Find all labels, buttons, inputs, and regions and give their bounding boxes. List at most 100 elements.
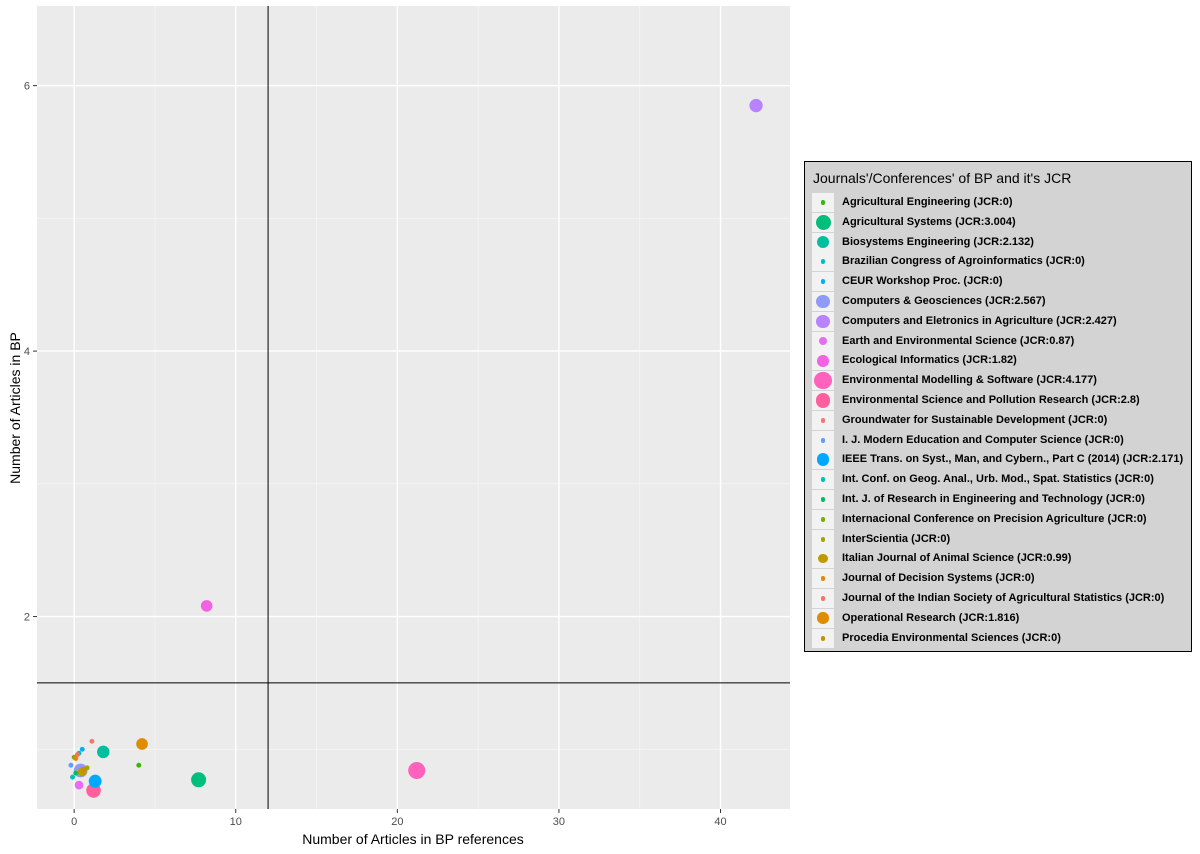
legend: Journals'/Conferences' of BP and it's JC…: [804, 161, 1192, 652]
legend-item: Journal of Decision Systems (JCR:0): [812, 569, 1172, 589]
legend-item: Int. J. of Research in Engineering and T…: [812, 490, 1172, 509]
legend-item: Internacional Conference on Precision Ag…: [812, 509, 1172, 529]
legend-key: [812, 628, 834, 648]
legend-item: Computers and Eletronics in Agriculture …: [812, 311, 1172, 331]
legend-item: Brazilian Congress of Agroinformatics (J…: [812, 252, 1172, 272]
grid-major: [37, 6, 790, 809]
legend-label: Computers & Geosciences (JCR:2.567): [842, 295, 1046, 307]
legend-label: Internacional Conference on Precision Ag…: [842, 512, 1147, 525]
legend-marker: [818, 336, 828, 346]
legend-label: Brazilian Congress of Agroinformatics (J…: [842, 255, 1085, 268]
legend-item: IEEE Trans. on Syst., Man, and Cybern., …: [812, 450, 1183, 470]
legend-marker: [815, 214, 831, 230]
legend-key: [812, 311, 834, 331]
x-tick-label: 30: [553, 816, 565, 828]
legend-label: InterScientia (JCR:0): [842, 532, 951, 545]
legend-key: [812, 272, 834, 292]
data-point: [136, 738, 148, 750]
legend-key: [812, 549, 834, 569]
legend-item: Procedia Environmental Sciences (JCR:0): [812, 628, 1172, 648]
data-point: [749, 98, 763, 113]
x-tick-label: 0: [71, 816, 77, 828]
legend-key: [812, 371, 834, 391]
data-point: [97, 745, 110, 759]
y-tick-label: 4: [24, 346, 30, 358]
legend-item: Journal of the Indian Society of Agricul…: [812, 589, 1172, 608]
legend-item: Earth and Environmental Science (JCR:0.8…: [812, 331, 1172, 351]
legend-item: Int. Conf. on Geog. Anal., Urb. Mod., Sp…: [812, 470, 1172, 490]
legend-marker: [816, 453, 830, 467]
data-point: [73, 770, 79, 776]
legend-label: I. J. Modern Education and Computer Scie…: [842, 433, 1124, 446]
legend-label: Procedia Environmental Sciences (JCR:0): [842, 631, 1061, 644]
legend-key: [812, 391, 834, 410]
legend-label: IEEE Trans. on Syst., Man, and Cybern., …: [842, 453, 1184, 466]
reference-lines: [37, 6, 790, 809]
legend-key: [812, 212, 834, 232]
legend-item: InterScientia (JCR:0): [812, 529, 1172, 549]
legend-item: Environmental Science and Pollution Rese…: [812, 391, 1172, 410]
legend-label: Journal of the Indian Society of Agricul…: [842, 592, 1165, 604]
legend-marker: [820, 516, 826, 522]
legend-label: CEUR Workshop Proc. (JCR:0): [842, 275, 1003, 288]
legend-marker: [820, 497, 826, 502]
data-point: [191, 772, 207, 788]
legend-label: Operational Research (JCR:1.816): [842, 611, 1020, 624]
legend-label: Biosystems Engineering (JCR:2.132): [842, 235, 1034, 248]
x-axis-label: Number of Articles in BP references: [302, 831, 524, 847]
legend-key: [812, 470, 834, 490]
legend-key: [812, 232, 834, 252]
legend-marker: [815, 393, 831, 408]
legend-key: [812, 589, 834, 608]
x-tick-label: 20: [391, 816, 403, 828]
legend-label: Computers and Eletronics in Agriculture …: [842, 314, 1117, 327]
legend-key: [812, 292, 834, 311]
legend-item: I. J. Modern Education and Computer Scie…: [812, 430, 1172, 450]
y-axis-ticks: 2 4 6: [24, 81, 37, 624]
legend-key: [812, 410, 834, 430]
legend-key: [812, 252, 834, 272]
legend-label: Earth and Environmental Science (JCR:0.8…: [842, 334, 1075, 347]
legend-label: Journal of Decision Systems (JCR:0): [842, 572, 1035, 585]
y-axis-label: Number of Articles in BP: [7, 332, 23, 484]
data-point: [70, 774, 76, 780]
grid-minor: [37, 6, 790, 809]
legend-marker: [820, 596, 826, 601]
data-point: [408, 761, 426, 780]
legend-item: Agricultural Engineering (JCR:0): [812, 193, 1172, 212]
legend-marker: [817, 612, 829, 625]
legend-marker: [818, 554, 828, 564]
legend-label: Environmental Modelling & Software (JCR:…: [842, 374, 1097, 387]
x-tick-label: 10: [230, 816, 242, 828]
legend-key: [812, 509, 834, 529]
legend-key: [812, 331, 834, 351]
legend-marker: [820, 259, 826, 265]
legend-marker: [816, 314, 830, 328]
legend-key: [812, 608, 834, 628]
legend-key: [812, 569, 834, 589]
legend-item: CEUR Workshop Proc. (JCR:0): [812, 272, 1172, 292]
legend-label: Italian Journal of Animal Science (JCR:0…: [842, 552, 1072, 565]
data-points: [68, 98, 763, 798]
legend-label: Ecological Informatics (JCR:1.82): [842, 354, 1017, 367]
legend-marker: [820, 635, 826, 641]
legend-key: [812, 529, 834, 549]
legend-key: [812, 490, 834, 509]
legend-item: Italian Journal of Animal Science (JCR:0…: [812, 549, 1172, 569]
legend-item: Ecological Informatics (JCR:1.82): [812, 351, 1172, 371]
x-axis-ticks: 0 10 20 30 40: [71, 809, 727, 828]
legend-key: [812, 193, 834, 212]
legend-marker: [816, 294, 830, 309]
legend-marker: [820, 417, 826, 423]
legend-title: Journals'/Conferences' of BP and it's JC…: [813, 170, 1072, 186]
legend-marker: [820, 536, 826, 542]
y-tick-label: 6: [24, 81, 30, 93]
legend-item: Computers & Geosciences (JCR:2.567): [812, 292, 1172, 311]
legend-item: Groundwater for Sustainable Development …: [812, 410, 1172, 430]
legend-item: Environmental Modelling & Software (JCR:…: [812, 371, 1172, 391]
legend-marker: [816, 235, 830, 249]
data-point: [200, 600, 213, 612]
legend-key: [812, 450, 834, 470]
legend-marker: [817, 355, 829, 367]
data-point: [136, 762, 142, 768]
